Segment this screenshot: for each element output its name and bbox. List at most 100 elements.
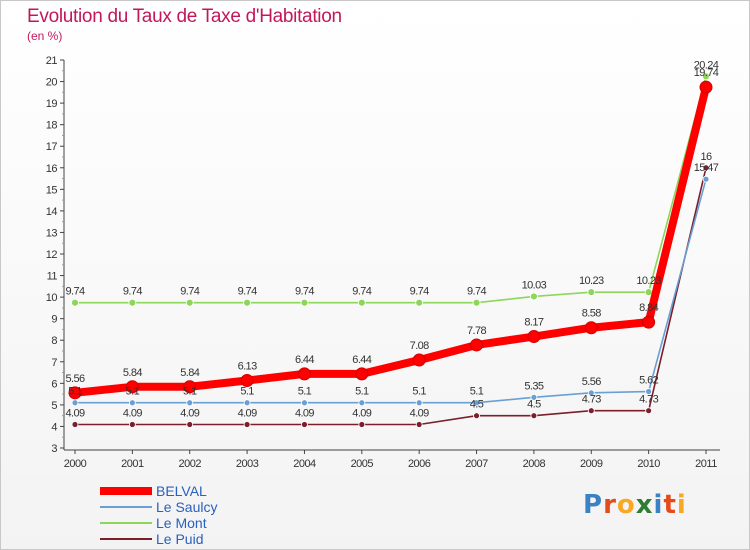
y-tick-label: 16 bbox=[46, 163, 58, 175]
data-point bbox=[357, 298, 366, 307]
data-point bbox=[243, 298, 251, 307]
x-tick-label: 2000 bbox=[64, 458, 87, 470]
data-point bbox=[699, 80, 713, 94]
data-label: 6.44 bbox=[352, 354, 371, 366]
data-point bbox=[355, 367, 369, 381]
y-tick-label: 8 bbox=[51, 335, 57, 347]
data-point bbox=[642, 315, 656, 329]
data-point bbox=[645, 407, 653, 415]
data-label: 5.56 bbox=[65, 373, 84, 385]
data-label: 4.73 bbox=[582, 394, 601, 406]
data-label: 5.1 bbox=[298, 386, 312, 398]
data-point bbox=[358, 421, 366, 428]
y-tick-label: 11 bbox=[47, 271, 58, 283]
data-label: 8.84 bbox=[639, 302, 658, 314]
data-label: 5.1 bbox=[183, 386, 197, 398]
data-point bbox=[530, 393, 538, 401]
data-point bbox=[415, 298, 424, 307]
data-point bbox=[186, 399, 194, 407]
data-point bbox=[702, 164, 710, 172]
data-label: 8.17 bbox=[524, 317, 543, 329]
data-label: 10.03 bbox=[522, 279, 547, 291]
data-point bbox=[702, 175, 710, 183]
y-tick-label: 17 bbox=[46, 141, 58, 153]
series-line-belval bbox=[71, 83, 710, 397]
x-tick-label: 2005 bbox=[351, 458, 374, 470]
data-label: 5.84 bbox=[123, 367, 142, 379]
legend: BELVAL Le Saulcy Le Mont Le Puid bbox=[100, 483, 217, 547]
y-tick-label: 3 bbox=[51, 443, 57, 455]
data-label: 9.74 bbox=[65, 286, 84, 298]
data-point bbox=[125, 380, 139, 394]
legend-swatch bbox=[100, 522, 152, 524]
logo-letter: i bbox=[676, 490, 687, 520]
data-label: 20.24 bbox=[694, 59, 719, 71]
data-point bbox=[240, 374, 254, 388]
x-tick-label: 2001 bbox=[121, 458, 144, 470]
data-label: 5.1 bbox=[240, 386, 254, 398]
x-tick-label: 2010 bbox=[637, 458, 660, 470]
data-point bbox=[584, 321, 598, 335]
data-point bbox=[587, 288, 596, 297]
logo-letter: t bbox=[663, 490, 677, 520]
data-point bbox=[702, 72, 710, 81]
data-label: 4.5 bbox=[527, 399, 541, 411]
data-point bbox=[473, 412, 480, 420]
legend-label: Le Saulcy bbox=[156, 499, 218, 515]
data-point bbox=[301, 399, 308, 407]
data-point bbox=[297, 367, 311, 381]
data-point bbox=[71, 298, 79, 307]
y-tick-label: 12 bbox=[46, 249, 58, 261]
data-point bbox=[301, 421, 308, 428]
data-label: 5.84 bbox=[180, 367, 199, 379]
data-label: 5.56 bbox=[582, 376, 601, 388]
y-tick-label: 18 bbox=[46, 120, 58, 132]
data-point bbox=[415, 421, 423, 428]
data-label: 10.23 bbox=[579, 275, 604, 287]
data-label: 9.74 bbox=[238, 286, 257, 298]
series-line-le-puid bbox=[74, 166, 707, 426]
data-label: 4.09 bbox=[65, 408, 84, 420]
data-point bbox=[128, 421, 136, 428]
legend-swatch bbox=[100, 538, 152, 540]
data-point bbox=[186, 421, 194, 428]
x-tick-label: 2008 bbox=[523, 458, 546, 470]
logo-letter: r bbox=[603, 490, 617, 520]
data-point bbox=[71, 399, 79, 407]
data-label: 4.09 bbox=[352, 408, 371, 420]
logo-letter: P bbox=[583, 490, 604, 520]
x-tick-label: 2003 bbox=[236, 458, 259, 470]
series-line-le-saulcy bbox=[74, 178, 707, 404]
data-label: 9.74 bbox=[352, 286, 371, 298]
data-label: 8.58 bbox=[582, 308, 601, 320]
data-label: 10.23 bbox=[636, 275, 661, 287]
data-point bbox=[128, 399, 136, 407]
data-label: 4.5 bbox=[470, 399, 484, 411]
data-point bbox=[415, 399, 423, 407]
data-label: 4.09 bbox=[238, 408, 257, 420]
logo-letter: o bbox=[616, 490, 636, 520]
data-point bbox=[68, 386, 82, 400]
data-label: 19.74 bbox=[694, 67, 719, 79]
data-point bbox=[587, 389, 595, 397]
y-tick-label: 4 bbox=[51, 421, 57, 433]
data-point bbox=[530, 412, 538, 420]
legend-label: Le Puid bbox=[156, 531, 204, 547]
y-tick-label: 10 bbox=[46, 292, 58, 304]
logo-letter: x bbox=[635, 490, 654, 520]
x-tick-label: 2009 bbox=[580, 458, 603, 470]
logo-letter: i bbox=[653, 490, 664, 520]
data-point bbox=[527, 330, 541, 344]
data-point bbox=[185, 298, 194, 307]
series-line-le-mont bbox=[74, 75, 707, 304]
data-label: 5.1 bbox=[68, 386, 82, 398]
x-tick-label: 2006 bbox=[408, 458, 431, 470]
x-tick-label: 2007 bbox=[465, 458, 488, 470]
data-point bbox=[300, 298, 309, 307]
data-point bbox=[412, 353, 426, 367]
data-point bbox=[71, 421, 79, 428]
y-tick-label: 13 bbox=[46, 227, 58, 239]
data-point bbox=[530, 292, 538, 301]
